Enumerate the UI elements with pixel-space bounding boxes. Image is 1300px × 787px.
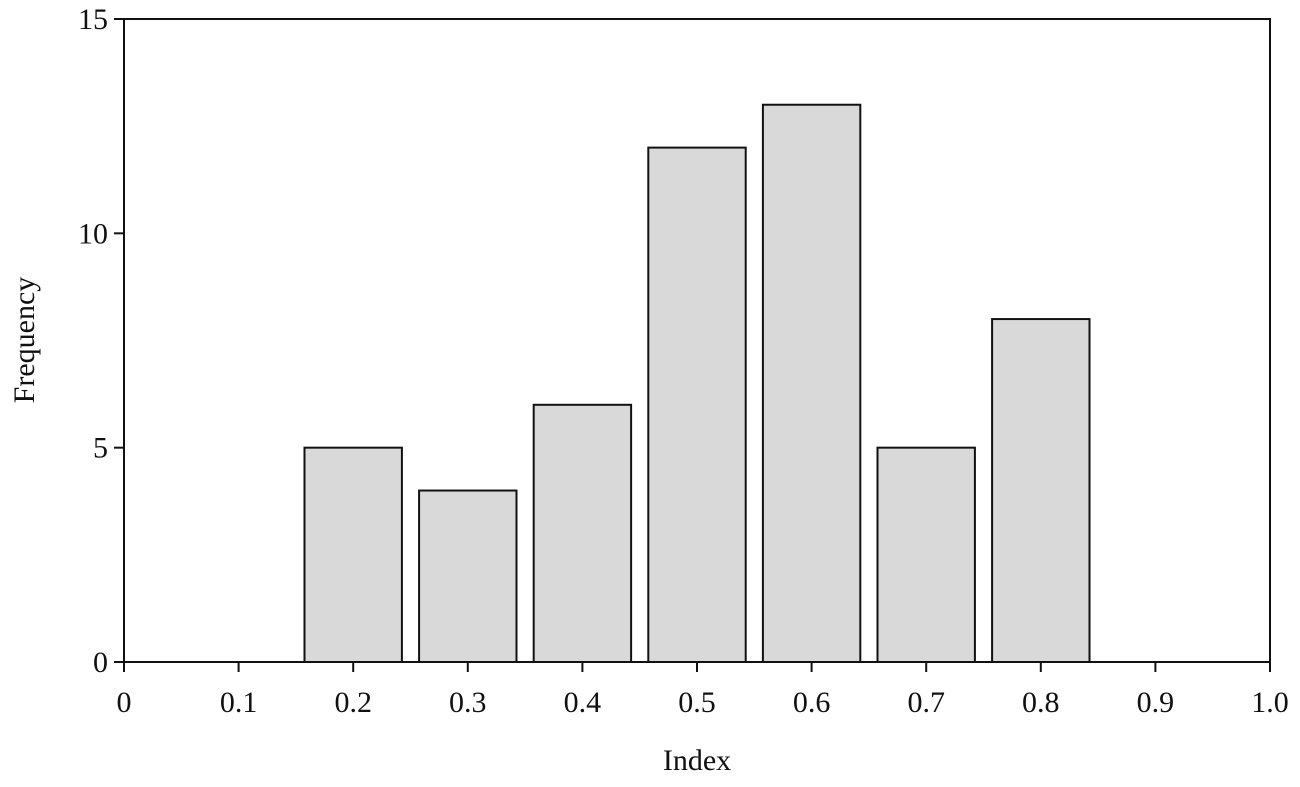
x-tick-label: 0.6 bbox=[793, 686, 831, 719]
x-tick-label: 0.4 bbox=[564, 686, 602, 719]
x-tick-label: 0.7 bbox=[907, 686, 945, 719]
x-tick-label: 0.3 bbox=[449, 686, 487, 719]
x-tick-label: 0.8 bbox=[1022, 686, 1060, 719]
bar bbox=[303, 446, 403, 663]
bar bbox=[876, 446, 976, 663]
x-tick-label: 0 bbox=[117, 686, 132, 719]
y-tick-label: 10 bbox=[78, 217, 108, 250]
y-tick-label: 5 bbox=[93, 432, 108, 465]
y-tick-label: 0 bbox=[93, 646, 108, 679]
bar bbox=[418, 489, 518, 663]
x-tick-label: 0.2 bbox=[334, 686, 372, 719]
x-tick-label: 0.1 bbox=[220, 686, 258, 719]
bar bbox=[647, 146, 747, 664]
x-tick-label: 0.5 bbox=[678, 686, 716, 719]
y-axis-label: Frequency bbox=[8, 277, 41, 404]
x-tick-label: 1.0 bbox=[1251, 686, 1289, 719]
bar bbox=[532, 403, 633, 663]
bar bbox=[991, 318, 1091, 663]
y-tick-label: 15 bbox=[78, 3, 108, 36]
x-axis-label: Index bbox=[663, 744, 731, 777]
bar bbox=[761, 103, 862, 663]
x-tick-label: 0.9 bbox=[1137, 686, 1175, 719]
